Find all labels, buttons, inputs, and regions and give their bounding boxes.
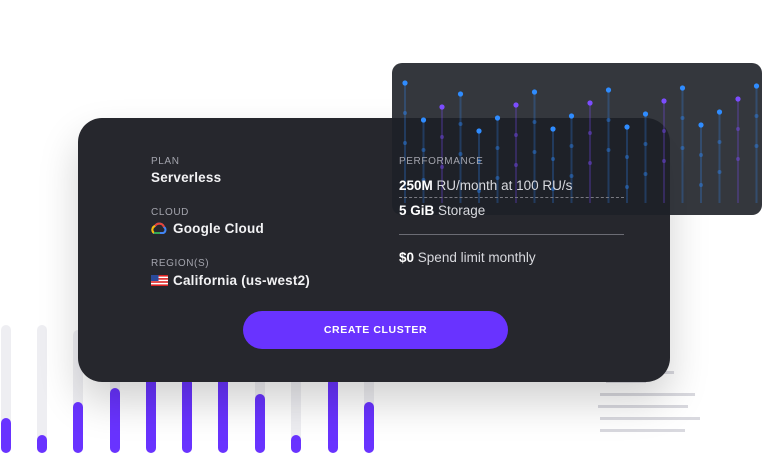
decor-dot xyxy=(514,163,518,167)
decor-dot xyxy=(495,146,500,150)
decor-dot xyxy=(625,185,629,189)
decor-dot xyxy=(606,118,611,122)
cloud-value: Google Cloud xyxy=(173,221,264,236)
description: RU/month at 100 RU/s xyxy=(436,178,573,193)
decor-dot xyxy=(662,129,666,133)
us-flag xyxy=(151,275,168,286)
decor-dot xyxy=(698,122,704,128)
decor-dot xyxy=(532,150,537,154)
decor-dot xyxy=(717,170,722,174)
performance-item: 5 GiB Storage xyxy=(399,203,485,218)
decor-dot xyxy=(403,111,407,115)
description: Storage xyxy=(438,203,486,218)
decor-dot xyxy=(717,140,722,144)
decor-dot xyxy=(588,161,592,165)
decor-dot xyxy=(699,183,703,187)
decor-dot xyxy=(754,144,759,148)
spend-limit: $0 Spend limit monthly xyxy=(399,250,536,265)
decor-dot xyxy=(625,155,629,159)
decor-dot xyxy=(680,146,685,150)
decor-dot xyxy=(531,89,538,95)
decor-dot xyxy=(605,87,612,93)
description: Spend limit monthly xyxy=(417,250,536,265)
decor-dot xyxy=(569,174,574,178)
decor-dot xyxy=(569,144,574,148)
amount: 5 GiB xyxy=(399,203,435,218)
region-label: REGION(S) xyxy=(151,258,210,269)
decor-dot xyxy=(551,187,555,191)
decor-dot xyxy=(440,135,444,139)
decor-dot xyxy=(458,122,463,126)
create-cluster-button[interactable]: CREATE CLUSTER xyxy=(243,311,508,349)
decor-dot xyxy=(699,153,703,157)
decor-dot xyxy=(550,126,556,132)
decor-dot xyxy=(754,114,759,118)
decor-dot xyxy=(439,104,445,110)
decor-dot xyxy=(494,115,501,121)
decor-dot xyxy=(495,176,500,180)
decor-dot xyxy=(643,172,648,176)
plan-label: PLAN xyxy=(151,156,180,167)
decor-dot xyxy=(420,117,427,123)
performance-panel xyxy=(392,63,762,215)
decor-dot xyxy=(661,98,667,104)
decor-dot xyxy=(402,80,408,86)
decor-dot xyxy=(403,141,407,145)
decor-dot xyxy=(753,83,760,89)
decor-dot xyxy=(624,124,630,130)
google-cloud-icon xyxy=(151,222,167,234)
decor-dot xyxy=(643,142,648,146)
decor-dot xyxy=(680,116,685,120)
decor-dot xyxy=(477,189,481,193)
decor-dot xyxy=(477,159,481,163)
region-value: California (us-west2) xyxy=(173,273,310,288)
decor-dot xyxy=(458,152,463,156)
decor-dot xyxy=(736,157,740,161)
decor-dot xyxy=(476,128,482,134)
decor-dot xyxy=(679,85,686,91)
decor-dot xyxy=(587,100,593,106)
decor-dot xyxy=(532,120,537,124)
performance-item: 250M RU/month at 100 RU/s xyxy=(399,178,572,193)
decor-dot xyxy=(457,91,464,97)
decor-dot xyxy=(642,111,649,117)
decor-dot xyxy=(736,127,740,131)
decor-dot xyxy=(662,159,666,163)
decor-dot xyxy=(568,113,575,119)
amount: 250M xyxy=(399,178,433,193)
decor-dot xyxy=(588,131,592,135)
decor-dot xyxy=(716,109,723,115)
decor-dot xyxy=(514,133,518,137)
divider xyxy=(399,234,624,235)
decor-dot xyxy=(513,102,519,108)
decor-dot xyxy=(606,148,611,152)
decor-dot xyxy=(421,148,426,152)
plan-value: Serverless xyxy=(151,170,222,185)
performance-label: PERFORMANCE xyxy=(399,156,484,167)
decor-dot xyxy=(421,178,426,182)
decor-dot xyxy=(551,157,555,161)
cloud-label: CLOUD xyxy=(151,207,190,218)
decor-dot xyxy=(440,165,444,169)
decor-dot xyxy=(735,96,741,102)
amount: $0 xyxy=(399,250,415,265)
divider xyxy=(399,197,624,198)
